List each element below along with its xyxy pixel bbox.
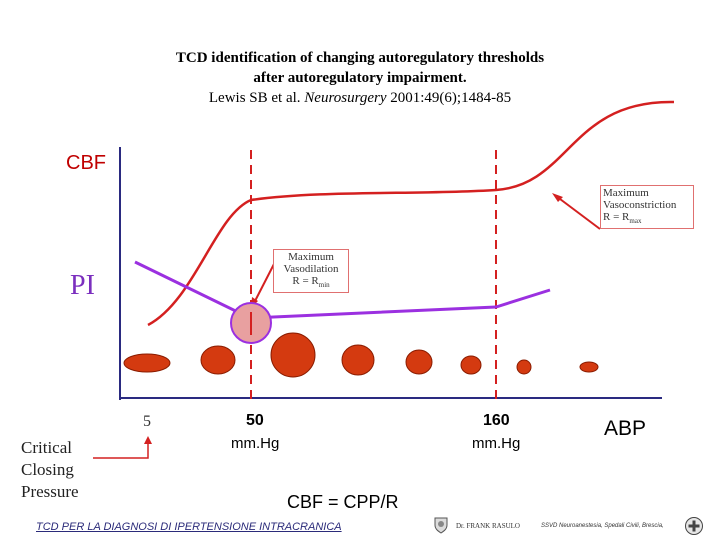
vasodilation-line3: R = Rmin — [276, 275, 346, 291]
citation-authors: Lewis SB et al. — [208, 90, 305, 106]
tick-50: 50 — [246, 412, 264, 429]
crest-logo-icon — [434, 517, 448, 534]
citation-ref: 2001:49(6);1484-85 — [386, 90, 512, 106]
vessel-3 — [270, 332, 316, 378]
vessel-8 — [579, 361, 599, 373]
vasodilation-line2: Vasodilation — [283, 263, 339, 275]
slide-title-line2: after autoregulatory impairment. — [253, 70, 467, 86]
cbf-formula: CBF = CPP/R — [287, 492, 399, 512]
hospital-logo-icon — [685, 517, 703, 535]
vessel-4 — [341, 344, 375, 376]
citation: Lewis SB et al. Neurosurgery 2001:49(6);… — [0, 90, 720, 107]
vasoconstriction-line1: Maximum — [603, 187, 649, 199]
footer-title: TCD PER LA DIAGNOSI DI IPERTENSIONE INTR… — [36, 521, 342, 533]
unit-160: mm.Hg — [472, 435, 521, 452]
critical-closing-arrowhead — [144, 436, 152, 444]
vasoconstriction-arrowhead — [552, 193, 563, 202]
footer-institution: SSVD Neuroanestesia, Spedali Civili, Bre… — [541, 523, 664, 529]
ccp-line1: Critical — [21, 438, 72, 457]
tick-160: 160 — [483, 412, 510, 429]
citation-journal: Neurosurgery — [304, 90, 387, 106]
unit-50: mm.Hg — [231, 435, 280, 452]
cbf-label: CBF — [66, 152, 106, 174]
vasoconstriction-line2: Vasoconstriction — [603, 199, 677, 211]
pi-label: PI — [70, 270, 95, 301]
vessel-7 — [516, 359, 532, 375]
vasodilation-sub: min — [318, 281, 330, 290]
critical-closing-bracket — [93, 442, 149, 459]
vasoconstriction-line3: R = Rmax — [603, 211, 691, 227]
ccp-line3: Pressure — [21, 482, 79, 501]
vessel-5 — [405, 349, 433, 375]
vessel-1 — [123, 353, 171, 373]
abp-label: ABP — [604, 417, 647, 440]
vasodilation-callout: Maximum Vasodilation R = Rmin — [273, 249, 349, 294]
footer-author: Dr. FRANK RASULO — [456, 522, 520, 530]
pi-curve — [134, 260, 551, 320]
vessel-2 — [200, 345, 236, 375]
vasodilation-line1: Maximum — [288, 251, 334, 263]
slide-title: TCD identification of changing autoregul… — [175, 50, 545, 66]
vasoconstriction-sub: max — [629, 217, 642, 226]
vasoconstriction-callout: Maximum Vasoconstriction R = Rmax — [600, 185, 694, 230]
ccp-line2: Closing — [21, 460, 74, 479]
vessel-6 — [460, 355, 482, 375]
vasoconstriction-arrow — [555, 195, 601, 230]
vasodilation-arrow — [253, 263, 275, 304]
vasodilation-r: R = R — [292, 275, 319, 287]
tick-5: 5 — [143, 413, 151, 430]
vasoconstriction-r: R = R — [603, 211, 630, 223]
critical-closing-pressure-label: Critical Closing Pressure — [21, 437, 79, 503]
cbf-curve — [147, 100, 675, 327]
